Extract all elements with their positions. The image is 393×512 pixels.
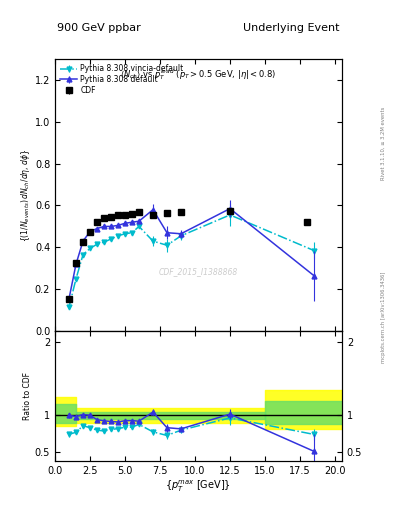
Legend: Pythia 8.308 vincia-default, Pythia 8.308 default, CDF: Pythia 8.308 vincia-default, Pythia 8.30… [58,62,186,97]
Text: 900 GeV ppbar: 900 GeV ppbar [57,23,141,33]
Text: Underlying Event: Underlying Event [243,23,340,33]
X-axis label: $\{p_T^{max}$ [GeV]$\}$: $\{p_T^{max}$ [GeV]$\}$ [165,478,231,494]
Text: $\langle N_{ch}\rangle$ vs $p_T^{lead}$ ($p_T > 0.5$ GeV, $|\eta| < 0.8$): $\langle N_{ch}\rangle$ vs $p_T^{lead}$ … [120,67,277,82]
Text: Rivet 3.1.10, ≥ 3.2M events: Rivet 3.1.10, ≥ 3.2M events [381,106,386,180]
Y-axis label: Ratio to CDF: Ratio to CDF [23,372,32,420]
Text: mcplots.cern.ch [arXiv:1306.3436]: mcplots.cern.ch [arXiv:1306.3436] [381,272,386,363]
Y-axis label: $\{(1/N_{events})\,dN_{ch}/d\eta,\,d\phi\}$: $\{(1/N_{events})\,dN_{ch}/d\eta,\,d\phi… [19,148,32,242]
Text: CDF_2015_I1388868: CDF_2015_I1388868 [159,267,238,276]
